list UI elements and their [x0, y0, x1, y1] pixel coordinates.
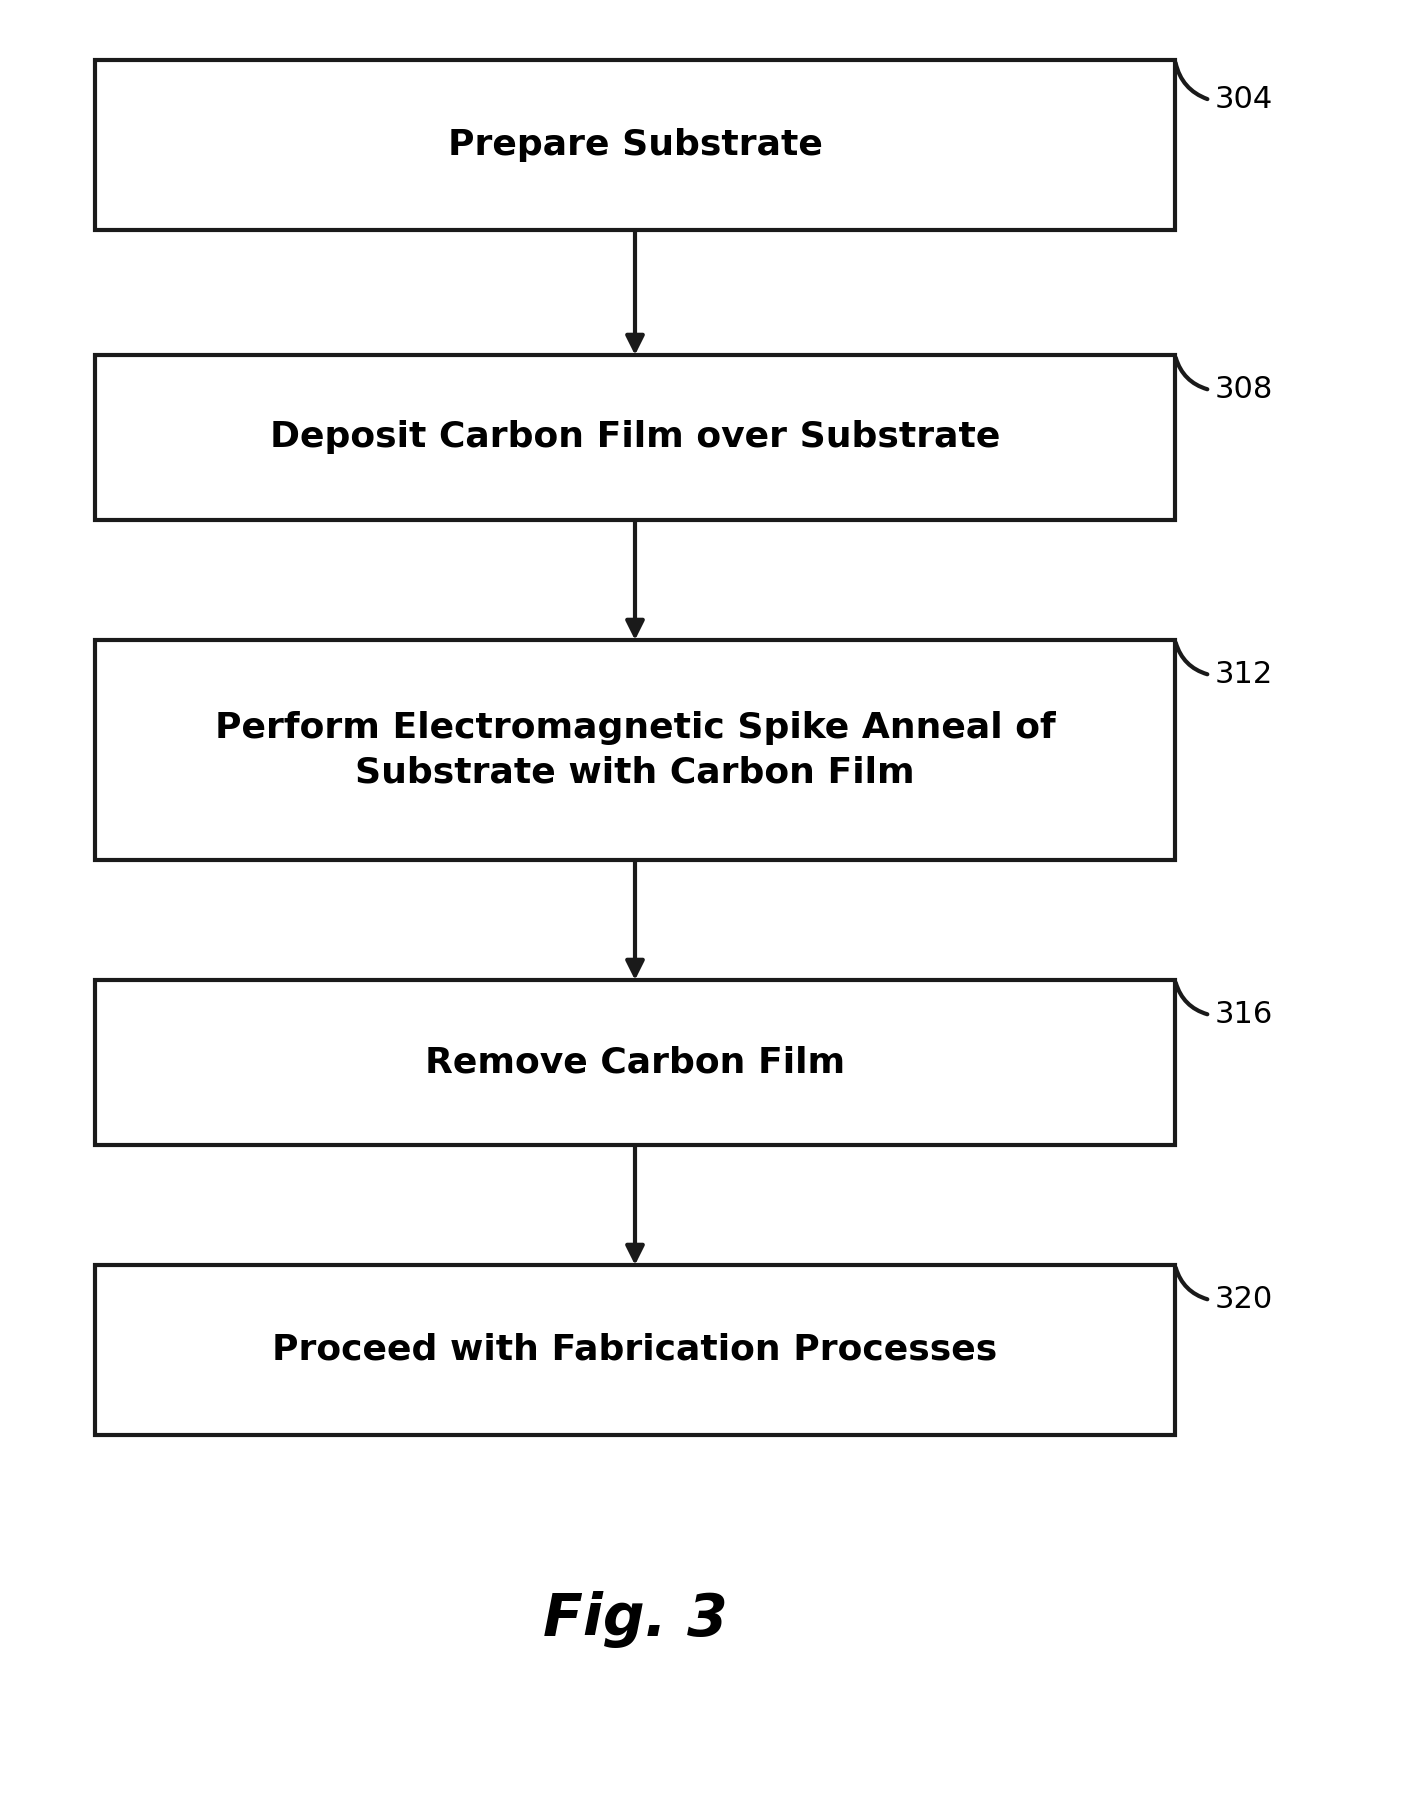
Text: Fig. 3: Fig. 3: [542, 1592, 728, 1648]
Bar: [94, 981, 1176, 1146]
Text: Proceed with Fabrication Processes: Proceed with Fabrication Processes: [272, 1333, 998, 1367]
Text: Prepare Substrate: Prepare Substrate: [448, 129, 822, 161]
Bar: [94, 1265, 1176, 1436]
Bar: [94, 640, 1176, 859]
Text: Remove Carbon Film: Remove Carbon Film: [425, 1046, 845, 1079]
Text: 316: 316: [1215, 1001, 1273, 1030]
Text: 308: 308: [1215, 375, 1273, 404]
Text: 304: 304: [1215, 85, 1273, 114]
Text: 320: 320: [1215, 1285, 1273, 1314]
Text: Perform Electromagnetic Spike Anneal of
Substrate with Carbon Film: Perform Electromagnetic Spike Anneal of …: [214, 711, 1056, 789]
Text: Deposit Carbon Film over Substrate: Deposit Carbon Film over Substrate: [270, 421, 1000, 455]
Bar: [94, 355, 1176, 520]
Text: 312: 312: [1215, 660, 1273, 689]
Bar: [94, 60, 1176, 230]
